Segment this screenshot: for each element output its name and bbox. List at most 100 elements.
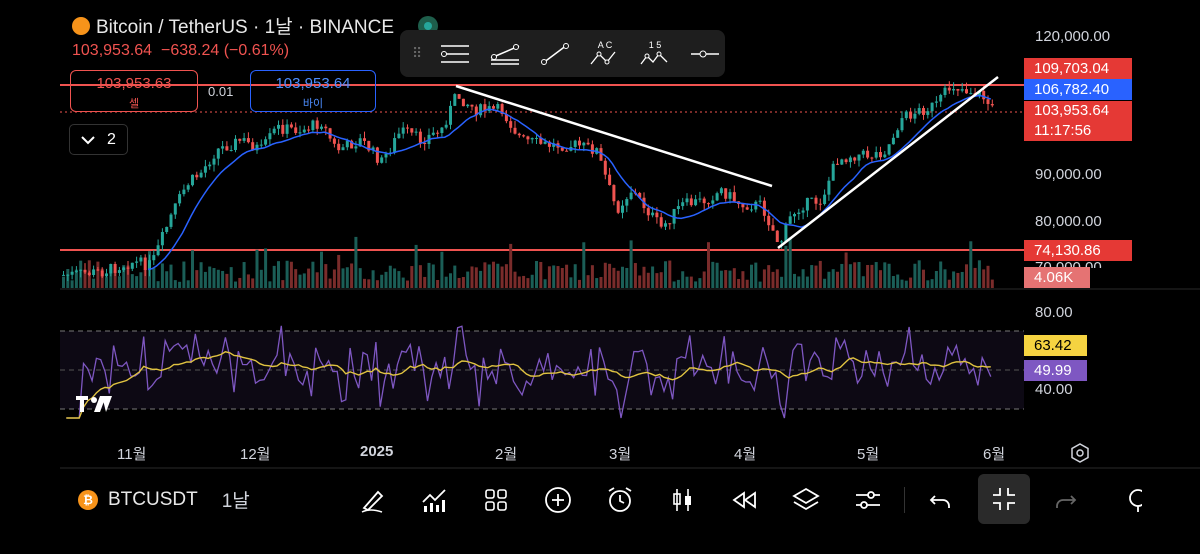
candle-body xyxy=(887,144,891,155)
candle-body xyxy=(952,88,956,91)
volume-bar xyxy=(173,280,177,288)
volume-bar xyxy=(861,276,865,288)
volume-bar xyxy=(788,237,792,288)
horizontal-lines-icon[interactable] xyxy=(438,39,472,69)
bitcoin-icon: ₿ xyxy=(78,489,98,510)
volume-bar xyxy=(565,264,569,288)
symbol-selector[interactable]: ₿ BTCUSDT 1날 xyxy=(78,486,250,513)
volume-bar xyxy=(62,276,65,288)
candle-body xyxy=(311,120,315,131)
candle-body xyxy=(943,87,947,95)
price-tick: 80,000.00 xyxy=(1035,213,1102,230)
candle-body xyxy=(977,90,981,97)
volume-bar xyxy=(212,268,216,288)
candles-icon[interactable] xyxy=(664,483,700,517)
timeframe[interactable]: 1날 xyxy=(221,491,250,512)
candle-body xyxy=(358,138,362,147)
candle-body xyxy=(431,132,435,135)
volume-bar xyxy=(341,268,345,288)
candle-body xyxy=(345,140,349,148)
volume-bar xyxy=(965,264,968,288)
drag-handle-icon[interactable]: ⠿ xyxy=(412,45,423,61)
layouts-grid-icon[interactable] xyxy=(478,483,514,517)
volume-bar xyxy=(603,262,607,288)
order-quantity[interactable]: 0.01 xyxy=(208,84,234,99)
redo-icon[interactable] xyxy=(1048,483,1084,517)
volume-bar xyxy=(715,262,719,288)
layers-icon[interactable] xyxy=(788,483,824,517)
candle-body xyxy=(371,147,375,151)
buy-button[interactable]: 103,953.64 바이 xyxy=(250,70,376,112)
volume-bar xyxy=(556,266,560,288)
candle-body xyxy=(143,257,147,270)
candle-body xyxy=(917,108,921,114)
candle-body xyxy=(302,129,306,133)
candle-body xyxy=(384,153,388,158)
time-tick: 5월 xyxy=(857,446,880,463)
settings-icon[interactable] xyxy=(1070,443,1090,468)
volume-bar xyxy=(406,280,409,288)
volume-bar xyxy=(866,264,870,288)
parallel-channel-icon[interactable] xyxy=(488,39,522,69)
candle-body xyxy=(857,154,861,161)
volume-bar xyxy=(801,269,805,288)
candle-body xyxy=(375,147,379,163)
candle-body xyxy=(934,101,938,103)
settings-sliders-icon[interactable] xyxy=(850,483,886,517)
indicators-icon[interactable] xyxy=(416,483,452,517)
indicators-collapse-button[interactable]: 2 xyxy=(69,124,128,155)
candle-body xyxy=(423,142,427,144)
volume-bar xyxy=(500,266,504,288)
draw-pen-icon[interactable] xyxy=(354,483,390,517)
add-icon[interactable] xyxy=(540,483,576,517)
volume-bar xyxy=(922,269,925,288)
candle-body xyxy=(479,104,483,116)
volume-bar xyxy=(483,262,487,288)
volume-bar xyxy=(169,264,173,288)
volume-bar xyxy=(371,270,375,288)
volume-bar xyxy=(70,280,74,288)
volume-bar xyxy=(285,260,289,288)
candle-body xyxy=(715,193,719,201)
alarm-clock-icon[interactable] xyxy=(602,483,638,517)
volume-bar xyxy=(105,277,108,288)
rsi-ma-label: 63.42 xyxy=(1024,335,1087,356)
candle-body xyxy=(212,158,216,165)
volume-bar xyxy=(934,271,938,288)
abcd-pattern-icon[interactable]: A C xyxy=(588,39,622,69)
volume-bar xyxy=(251,278,255,288)
volume-bar xyxy=(909,277,913,288)
abcd-labels: A C xyxy=(597,40,613,50)
time-tick: 3월 xyxy=(609,446,632,463)
current-price-value: 103,953.64 xyxy=(1034,102,1110,119)
volume-bar xyxy=(517,276,521,288)
moving-average-line xyxy=(147,94,992,271)
replay-icon[interactable] xyxy=(726,483,762,517)
more-icon[interactable] xyxy=(1118,483,1142,517)
candle-body xyxy=(367,140,371,151)
candle-body xyxy=(135,261,139,263)
candle-body xyxy=(294,127,298,134)
volume-bar xyxy=(887,263,891,288)
volume-bar xyxy=(814,265,818,288)
candle-body xyxy=(268,133,272,140)
horizontal-ray-icon[interactable] xyxy=(688,39,722,69)
trendline-icon[interactable] xyxy=(538,39,572,69)
price-tick: 120,000.00 xyxy=(1035,28,1111,45)
candle-body xyxy=(264,139,268,145)
volume-bar xyxy=(659,272,663,288)
volume-bar xyxy=(926,280,930,288)
volume-bar xyxy=(191,250,194,288)
candle-body xyxy=(754,201,758,210)
candle-body xyxy=(939,94,943,102)
buy-price: 103,953.64 xyxy=(275,75,351,92)
exit-fullscreen-button[interactable] xyxy=(978,474,1030,524)
candle-body xyxy=(797,212,801,215)
candle-body xyxy=(406,127,409,129)
volume-bar xyxy=(857,261,861,288)
volume-bar xyxy=(320,251,323,288)
elliott-wave-icon[interactable]: 1 5 xyxy=(638,39,672,69)
sell-button[interactable]: 103,953.63 셀 xyxy=(70,70,198,112)
undo-icon[interactable] xyxy=(922,483,958,517)
